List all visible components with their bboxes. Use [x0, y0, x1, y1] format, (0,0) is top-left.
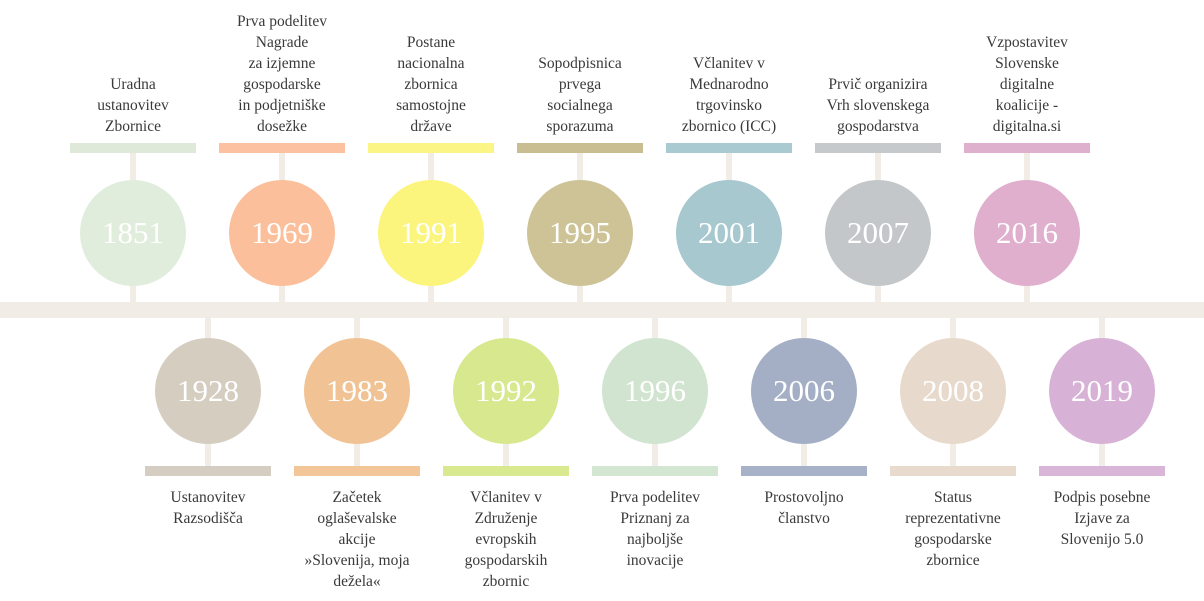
- milestone-bar: [368, 143, 494, 153]
- milestone-year-circle: 2019: [1049, 338, 1155, 444]
- milestone-description: Prostovoljno članstvo: [764, 489, 844, 527]
- milestone-description: Včlanitev v Mednarodno trgovinsko zborni…: [681, 55, 777, 135]
- milestone-description: Prva podelitev Nagrade za izjemne gospod…: [237, 13, 327, 135]
- milestone-bar: [964, 143, 1090, 153]
- milestone-bar: [70, 143, 196, 153]
- milestone-year-circle: 2016: [974, 180, 1080, 286]
- milestone-description: Uradna ustanovitev Zbornice: [97, 76, 169, 135]
- milestone-bar: [219, 143, 345, 153]
- milestone-description: Prva podelitev Priznanj za najboljše ino…: [610, 489, 700, 569]
- milestone-year-circle: 2008: [900, 338, 1006, 444]
- milestone-description: Vzpostavitev Slovenske digitalne koalici…: [986, 34, 1068, 135]
- milestone-bar: [145, 466, 271, 476]
- milestone-year-circle: 2001: [676, 180, 782, 286]
- milestone-description: Podpis posebne Izjave za Slovenijo 5.0: [1053, 489, 1151, 548]
- milestone-year-circle: 1851: [80, 180, 186, 286]
- milestone-description: Začetek oglaševalske akcije »Slovenija, …: [304, 489, 410, 590]
- milestone-bar: [443, 466, 569, 476]
- milestone-bar: [666, 143, 792, 153]
- milestone-year-circle: 1995: [527, 180, 633, 286]
- milestone-description: Status reprezentativne gospodarske zborn…: [905, 489, 1001, 569]
- milestone-description: Sopodpisnica prvega socialnega sporazuma: [538, 55, 622, 135]
- milestone-bar: [741, 466, 867, 476]
- milestone-description: Ustanovitev Razsodišča: [170, 489, 246, 527]
- milestone-year-circle: 1928: [155, 338, 261, 444]
- milestone-description: Včlanitev v Združenje evropskih gospodar…: [464, 489, 548, 590]
- milestone-year-circle: 2006: [751, 338, 857, 444]
- milestone-year-circle: 1969: [229, 180, 335, 286]
- milestone-bar: [592, 466, 718, 476]
- milestone-year-circle: 1996: [602, 338, 708, 444]
- milestone-bar: [517, 143, 643, 153]
- milestone-bar: [294, 466, 420, 476]
- milestone-bar: [815, 143, 941, 153]
- milestone-year-circle: 1991: [378, 180, 484, 286]
- milestone-year-circle: 1992: [453, 338, 559, 444]
- timeline-axis: [0, 302, 1204, 318]
- milestone-bar: [890, 466, 1016, 476]
- milestone-description: Prvič organizira Vrh slovenskega gospoda…: [826, 76, 930, 135]
- milestone-description: Postane nacionalna zbornica samostojne d…: [396, 34, 466, 135]
- milestone-year-circle: 2007: [825, 180, 931, 286]
- milestone-year-circle: 1983: [304, 338, 410, 444]
- milestone-bar: [1039, 466, 1165, 476]
